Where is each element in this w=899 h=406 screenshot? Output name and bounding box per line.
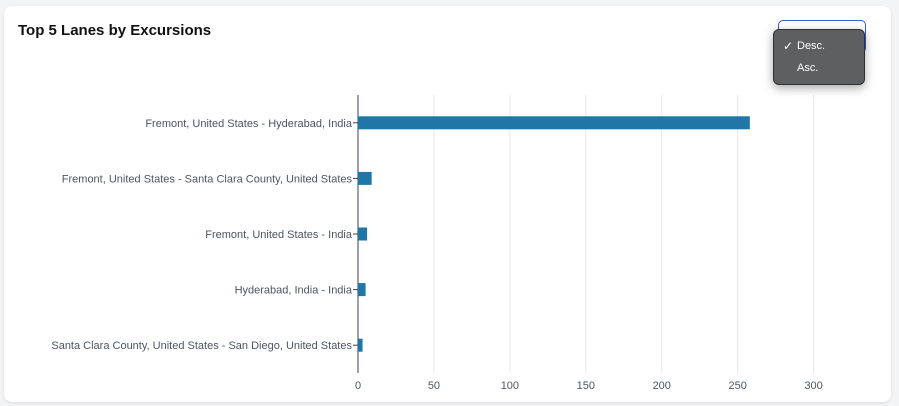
sort-order-menu: ✓ Desc. Asc.: [773, 29, 865, 85]
x-tick-label: 150: [577, 380, 595, 392]
y-tick-label: Fremont, United States - Santa Clara Cou…: [62, 173, 353, 185]
y-tick-label: Santa Clara County, United States - San …: [51, 340, 352, 352]
x-tick-label: 200: [653, 380, 671, 392]
bar: [358, 338, 363, 352]
sort-option-desc[interactable]: ✓ Desc.: [774, 35, 864, 57]
bar: [358, 116, 750, 130]
sort-option-asc[interactable]: Asc.: [774, 57, 864, 79]
bar: [358, 227, 368, 241]
x-tick-label: 50: [428, 380, 440, 392]
checkmark-icon: ✓: [783, 39, 794, 53]
bar: [358, 283, 366, 297]
x-tick-label: 300: [804, 380, 822, 392]
card-title: Top 5 Lanes by Excursions: [18, 22, 212, 39]
y-tick-label: Fremont, United States - Hyderabad, Indi…: [145, 118, 353, 130]
x-tick-label: 100: [501, 380, 519, 392]
sort-option-asc-label: Asc.: [797, 62, 819, 74]
bar: [358, 171, 372, 185]
y-tick-label: Hyderabad, India - India: [235, 285, 353, 297]
y-tick-label: Fremont, United States - India: [205, 229, 353, 241]
x-tick-label: 0: [355, 380, 361, 392]
x-tick-label: 250: [729, 380, 747, 392]
chart-card: Top 5 Lanes by Excursions: [4, 6, 891, 402]
sort-option-desc-label: Desc.: [797, 40, 826, 52]
